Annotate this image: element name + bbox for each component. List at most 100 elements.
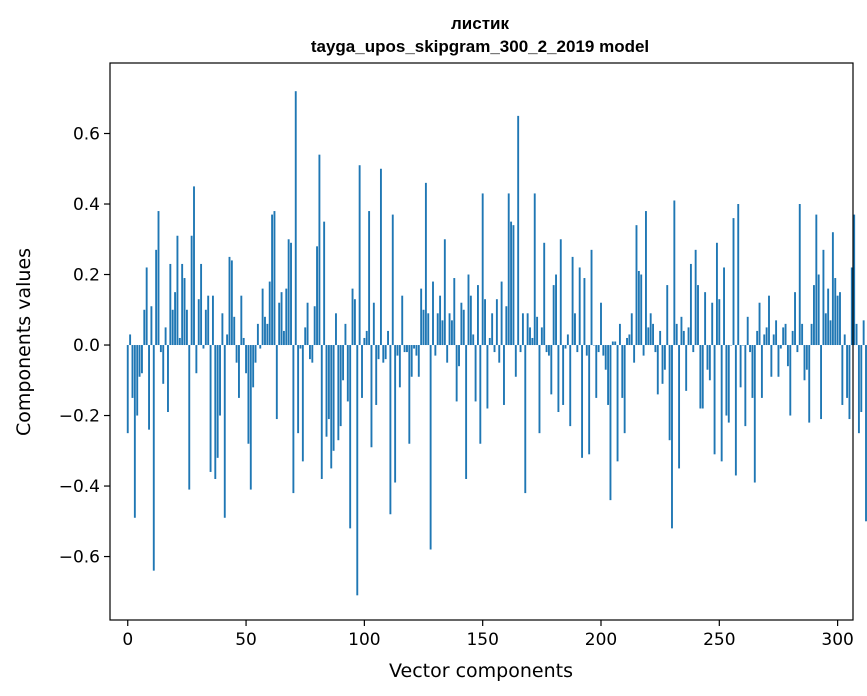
bar-177 [545,345,548,353]
bar-231 [673,200,676,346]
bar-27 [190,235,193,346]
bar-95 [351,288,354,346]
x-tick-label: 250 [703,630,735,650]
bar-144 [467,274,470,346]
bar-185 [564,345,567,349]
bar-256 [732,218,735,346]
x-axis-ticks: 0 50 100 150 200 250 300 [122,620,854,650]
bar-19 [171,309,174,346]
bar-54 [254,345,257,363]
bar-204 [609,345,612,501]
bar-115 [398,345,401,388]
bar-274 [775,320,778,346]
bar-0 [126,345,129,434]
bar-83 [323,221,326,346]
bar-99 [361,345,363,398]
bar-42 [226,334,229,346]
bar-233 [678,345,681,469]
bar-139 [455,345,458,402]
bar-268 [760,345,763,398]
bar-293 [820,345,822,420]
bar-299 [834,278,837,346]
bar-237 [687,327,690,346]
bar-145 [469,295,472,346]
bar-69 [290,242,292,346]
bar-84 [325,345,328,437]
bar-283 [796,345,799,353]
bar-113 [394,345,397,483]
bar-85 [327,345,330,420]
bar-278 [784,323,787,346]
y-axis-label: Components values [13,248,35,436]
bar-307 [853,214,856,346]
bar-224 [656,345,659,395]
bar-152 [486,345,489,409]
bar-33 [204,309,207,346]
bar-121 [413,345,416,349]
bar-94 [349,345,352,529]
bar-156 [495,299,498,346]
bar-120 [410,345,413,377]
bar-217 [640,274,643,346]
bar-205 [611,341,614,346]
bar-35 [209,345,212,472]
bar-245 [706,345,709,370]
bar-223 [654,345,657,353]
bar-285 [801,323,804,346]
bar-252 [723,267,725,346]
bar-214 [633,345,636,363]
bar-66 [282,330,285,346]
bar-75 [304,327,307,346]
x-tick-label: 100 [348,630,380,650]
bar-105 [375,345,378,405]
bar-222 [652,323,654,346]
bar-240 [694,249,697,346]
bar-36 [211,295,214,346]
bar-102 [368,211,371,346]
bar-218 [642,345,645,356]
bar-43 [228,256,231,346]
bar-46 [235,345,238,363]
bar-269 [763,334,766,346]
x-tick-label: 50 [235,630,257,650]
bar-138 [453,278,456,346]
bar-220 [647,327,650,346]
bar-193 [583,278,586,346]
bar-91 [342,345,345,381]
bar-1 [129,334,132,346]
bar-176 [543,242,546,346]
bar-207 [616,345,619,462]
bar-18 [169,263,172,346]
bar-76 [306,302,309,346]
bar-275 [777,345,780,377]
bar-97 [356,345,359,596]
bar-112 [391,214,394,346]
y-tick-label: −0.6 [59,548,100,568]
bar-292 [817,274,820,346]
bar-174 [538,345,541,434]
x-tick-label: 300 [821,630,853,650]
bar-178 [547,345,550,356]
bar-235 [682,330,685,346]
bar-73 [299,345,302,349]
bar-38 [216,345,219,458]
bar-261 [744,345,747,427]
y-tick-label: −0.2 [59,407,100,427]
bar-62 [273,211,276,346]
bar-244 [704,292,707,346]
bar-309 [857,345,860,434]
bar-164 [514,345,517,377]
bar-133 [441,320,444,346]
bar-127 [427,313,430,346]
bar-49 [242,337,245,346]
bar-160 [505,306,508,346]
bar-196 [590,249,593,346]
bar-114 [396,345,399,356]
bar-284 [798,204,801,346]
bar-14 [159,345,162,353]
bar-183 [559,239,562,346]
bar-158 [500,281,503,346]
bar-173 [536,316,539,346]
bar-165 [517,115,520,346]
bar-167 [521,313,524,346]
